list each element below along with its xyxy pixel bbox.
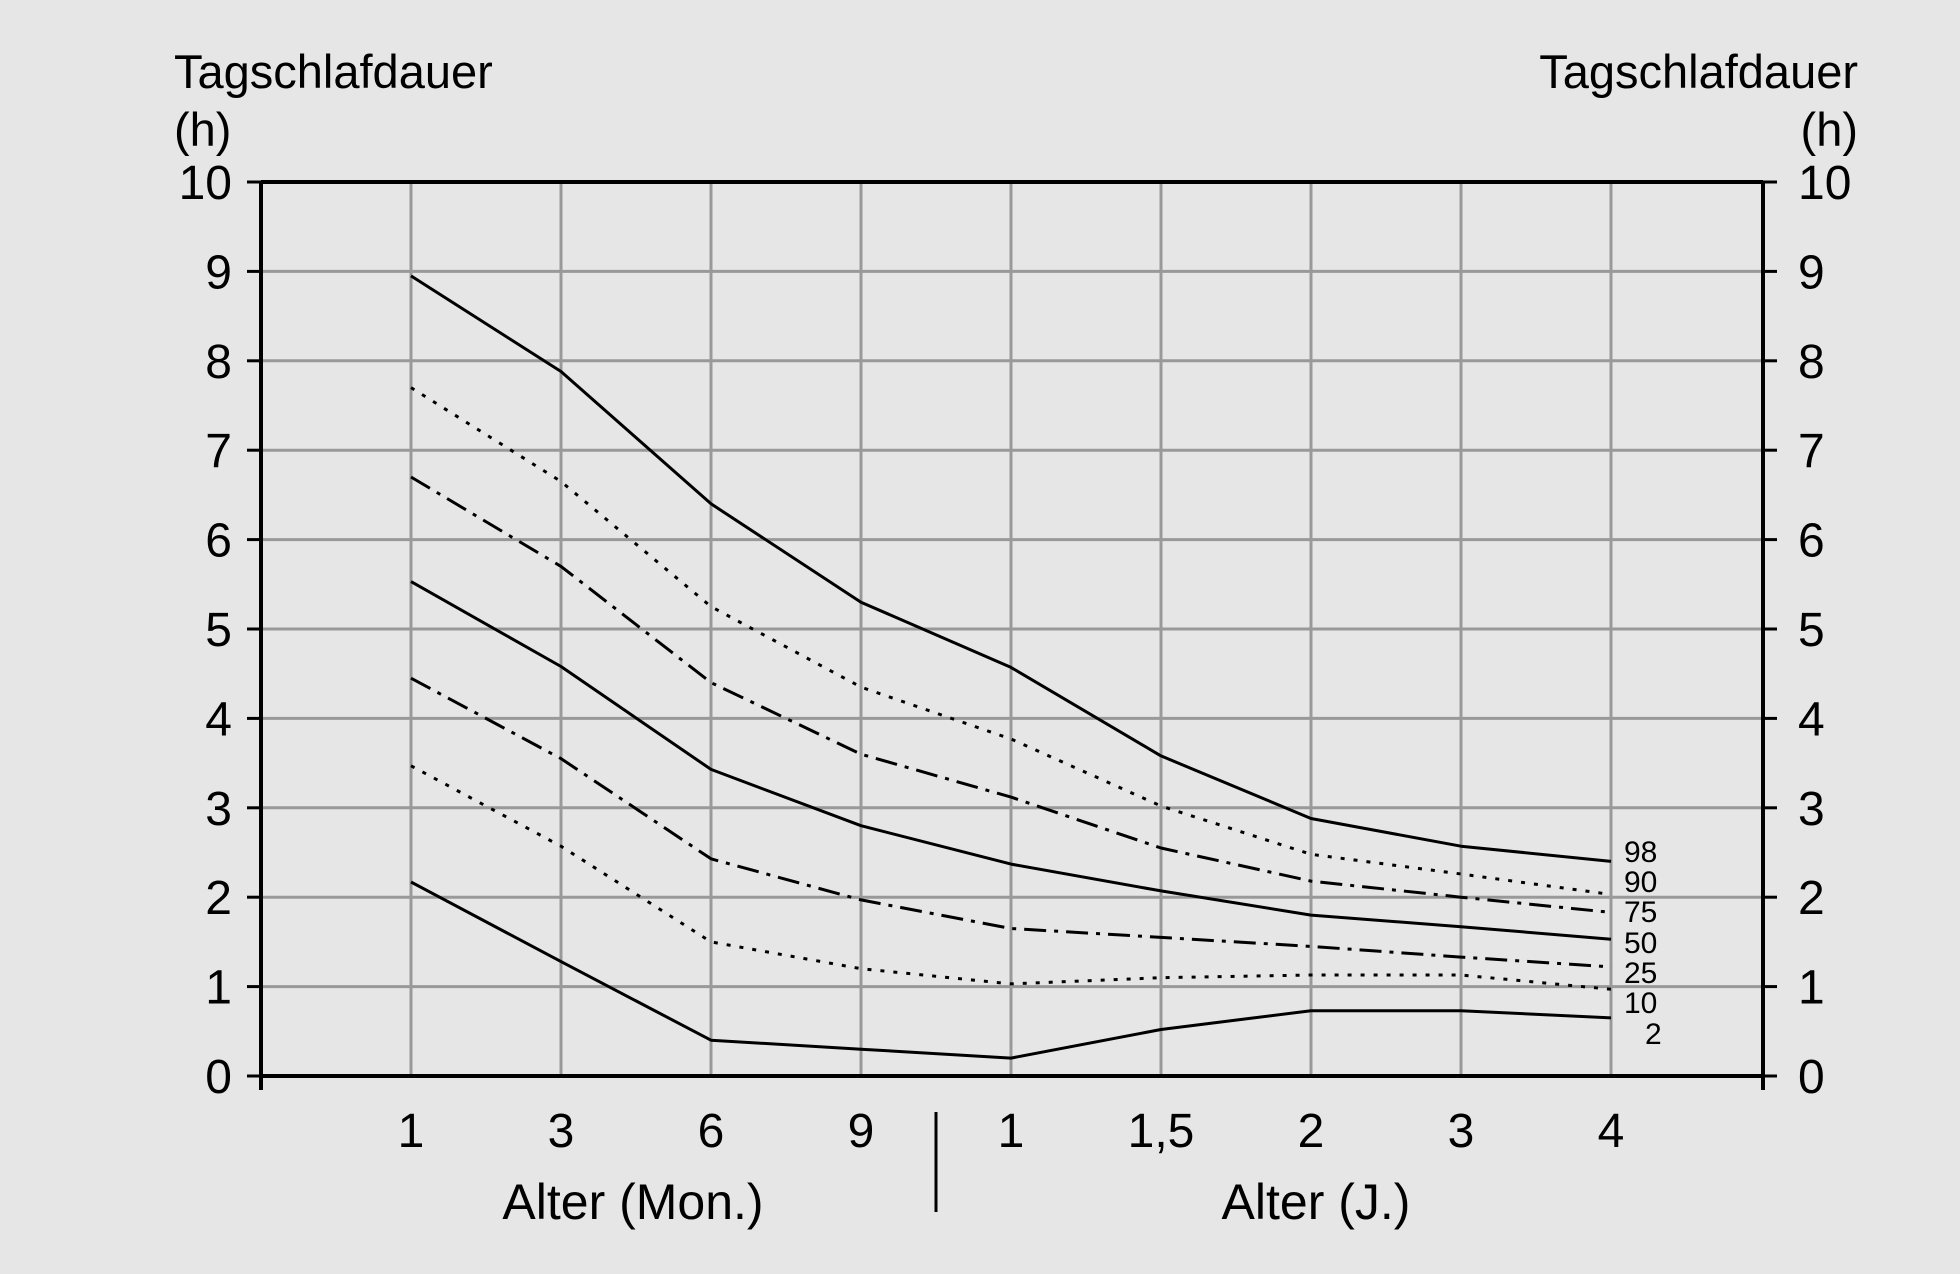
y-tick-label-left: 3 — [205, 783, 232, 836]
y-tick-label-right: 1 — [1798, 962, 1825, 1015]
x-tick-label: 1,5 — [1128, 1105, 1195, 1158]
series-label-p75: 75 — [1624, 896, 1657, 929]
y-tick-label-left: 8 — [205, 336, 232, 389]
plot-frame — [247, 180, 1777, 1090]
y-tick-label-right: 2 — [1798, 872, 1825, 925]
series-label-p98: 98 — [1624, 836, 1657, 869]
series-label-p10: 10 — [1624, 987, 1657, 1020]
y-axis-title-right-line2: (h) — [1801, 103, 1858, 156]
y-tick-label-left: 9 — [205, 246, 232, 299]
tick-labels: 0 0 1 1 2 2 3 3 4 4 5 5 6 6 7 7 8 8 9 9 10 10 1 3 6 9 1 1,5 2 3 4 — [179, 157, 1852, 1158]
x-axis-label-years: Alter (J.) — [1222, 1174, 1411, 1230]
x-tick-label: 2 — [1298, 1105, 1325, 1158]
y-tick-label-right: 3 — [1798, 783, 1825, 836]
y-tick-label-left: 4 — [205, 693, 232, 746]
y-tick-label-left: 1 — [205, 962, 232, 1015]
y-tick-label-right: 4 — [1798, 693, 1825, 746]
series-line-p75 — [410, 475, 1612, 914]
x-tick-label: 3 — [1448, 1105, 1475, 1158]
y-tick-label-left: 2 — [205, 872, 232, 925]
y-axis-title-right-line1: Tagschlafdauer — [1539, 45, 1858, 98]
series-line-p10 — [410, 764, 1612, 991]
x-axis-label-months: Alter (Mon.) — [502, 1174, 763, 1230]
x-tick-label: 9 — [848, 1105, 875, 1158]
series-label-p2: 2 — [1645, 1018, 1662, 1051]
x-tick-label: 1 — [398, 1105, 425, 1158]
y-tick-label-right: 0 — [1798, 1051, 1825, 1104]
x-tick-label: 1 — [998, 1105, 1025, 1158]
series-line-p50 — [410, 580, 1612, 941]
y-tick-label-right: 7 — [1798, 425, 1825, 478]
y-tick-label-left: 5 — [205, 604, 232, 657]
y-tick-label-right: 6 — [1798, 515, 1825, 568]
y-tick-label-right: 10 — [1798, 157, 1851, 210]
y-tick-label-left: 6 — [205, 515, 232, 568]
x-tick-label: 3 — [548, 1105, 575, 1158]
y-axis-title-left-line2: (h) — [174, 103, 231, 156]
series-line-p2 — [410, 880, 1612, 1060]
y-tick-label-left: 0 — [205, 1051, 232, 1104]
y-tick-label-right: 8 — [1798, 336, 1825, 389]
series-lines — [410, 274, 1612, 1060]
y-tick-label-left: 7 — [205, 425, 232, 478]
x-tick-label: 4 — [1598, 1105, 1625, 1158]
series-line-p25 — [410, 676, 1612, 969]
x-tick-label: 6 — [698, 1105, 725, 1158]
grid — [261, 182, 1763, 1076]
axis-labels: Tagschlafdauer (h) Tagschlafdauer (h) Al… — [174, 45, 1858, 1230]
y-axis-title-left-line1: Tagschlafdauer — [174, 45, 493, 98]
series-label-p25: 25 — [1624, 957, 1657, 990]
y-tick-label-right: 9 — [1798, 246, 1825, 299]
series-line-p98 — [410, 274, 1612, 863]
series-label-p50: 50 — [1624, 927, 1657, 960]
y-tick-label-left: 10 — [179, 157, 232, 210]
y-tick-label-right: 5 — [1798, 604, 1825, 657]
series-label-p90: 90 — [1624, 866, 1657, 899]
